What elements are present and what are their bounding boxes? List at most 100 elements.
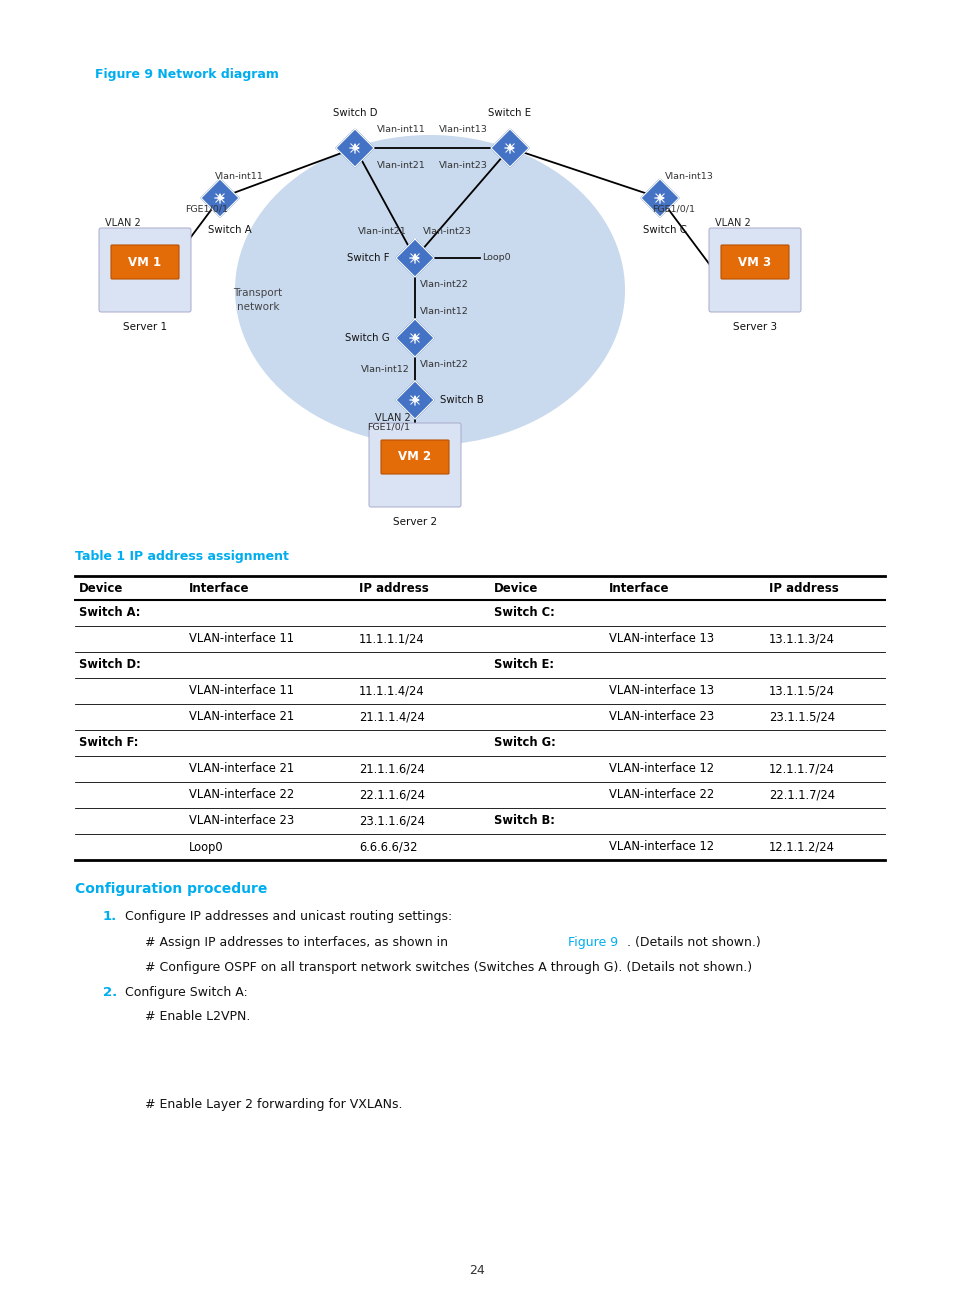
Text: # Enable Layer 2 forwarding for VXLANs.: # Enable Layer 2 forwarding for VXLANs. — [145, 1098, 402, 1111]
Text: Switch F:: Switch F: — [79, 736, 138, 749]
Text: Vlan-int13: Vlan-int13 — [664, 172, 713, 181]
Text: 23.1.1.6/24: 23.1.1.6/24 — [358, 814, 424, 828]
Polygon shape — [640, 179, 679, 216]
Text: Vlan-int11: Vlan-int11 — [376, 126, 425, 135]
Text: Vlan-int12: Vlan-int12 — [361, 364, 410, 373]
Text: VLAN 2: VLAN 2 — [714, 218, 750, 228]
Polygon shape — [335, 130, 374, 167]
Text: Loop0: Loop0 — [189, 841, 223, 854]
Text: Server 3: Server 3 — [732, 321, 777, 332]
Text: 23.1.1.5/24: 23.1.1.5/24 — [768, 710, 834, 723]
Text: Switch B: Switch B — [439, 395, 483, 404]
Text: VM 2: VM 2 — [398, 451, 431, 464]
Text: VLAN-interface 23: VLAN-interface 23 — [608, 710, 714, 723]
Polygon shape — [395, 238, 434, 277]
Text: Switch B:: Switch B: — [494, 814, 555, 828]
Text: Vlan-int13: Vlan-int13 — [438, 126, 488, 135]
Text: Switch G: Switch G — [345, 333, 390, 343]
Text: VLAN-interface 12: VLAN-interface 12 — [608, 762, 714, 775]
Text: VLAN-interface 13: VLAN-interface 13 — [608, 684, 714, 697]
Text: 21.1.1.6/24: 21.1.1.6/24 — [358, 762, 424, 775]
Text: VLAN-interface 22: VLAN-interface 22 — [189, 788, 294, 801]
Text: 22.1.1.6/24: 22.1.1.6/24 — [358, 788, 424, 801]
Text: VLAN-interface 23: VLAN-interface 23 — [189, 814, 294, 828]
Ellipse shape — [234, 135, 624, 445]
Text: Interface: Interface — [608, 582, 669, 595]
Text: VLAN 2: VLAN 2 — [375, 413, 411, 422]
Text: 11.1.1.4/24: 11.1.1.4/24 — [358, 684, 424, 697]
Text: Vlan-int12: Vlan-int12 — [419, 307, 468, 316]
Text: Vlan-int21: Vlan-int21 — [376, 162, 425, 171]
Text: IP address: IP address — [358, 582, 428, 595]
Text: Configure IP addresses and unicast routing settings:: Configure IP addresses and unicast routi… — [125, 910, 452, 923]
Text: Switch D:: Switch D: — [79, 658, 141, 671]
Text: VM 3: VM 3 — [738, 255, 771, 268]
Text: Switch C:: Switch C: — [494, 607, 554, 619]
Text: # Configure OSPF on all transport network switches (Switches A through G). (Deta: # Configure OSPF on all transport networ… — [145, 962, 751, 975]
Text: Configure Switch A:: Configure Switch A: — [125, 986, 248, 999]
Polygon shape — [395, 381, 434, 419]
Text: VLAN-interface 22: VLAN-interface 22 — [608, 788, 714, 801]
Text: Server 1: Server 1 — [123, 321, 167, 332]
Text: VLAN-interface 12: VLAN-interface 12 — [608, 841, 714, 854]
Text: Vlan-int11: Vlan-int11 — [214, 172, 263, 181]
Text: Vlan-int22: Vlan-int22 — [419, 280, 468, 289]
Text: VLAN 2: VLAN 2 — [105, 218, 141, 228]
FancyBboxPatch shape — [111, 245, 179, 279]
Text: 2.: 2. — [103, 986, 117, 999]
Text: 1.: 1. — [103, 910, 117, 923]
Polygon shape — [491, 130, 529, 167]
Text: Switch E: Switch E — [488, 108, 531, 118]
Text: 21.1.1.4/24: 21.1.1.4/24 — [358, 710, 424, 723]
Polygon shape — [395, 319, 434, 356]
Text: Server 2: Server 2 — [393, 517, 436, 527]
FancyBboxPatch shape — [720, 245, 788, 279]
Text: Switch E:: Switch E: — [494, 658, 554, 671]
Text: Figure 9: Figure 9 — [567, 936, 618, 949]
Text: 13.1.1.5/24: 13.1.1.5/24 — [768, 684, 834, 697]
Text: FGE1/0/1: FGE1/0/1 — [185, 203, 228, 213]
Text: Configuration procedure: Configuration procedure — [75, 883, 267, 896]
Text: Switch D: Switch D — [333, 108, 376, 118]
Text: Switch A: Switch A — [208, 226, 252, 235]
FancyBboxPatch shape — [380, 441, 449, 474]
Text: 13.1.1.3/24: 13.1.1.3/24 — [768, 632, 834, 645]
FancyBboxPatch shape — [99, 228, 191, 312]
Text: Switch G:: Switch G: — [494, 736, 556, 749]
FancyBboxPatch shape — [708, 228, 801, 312]
Text: Loop0: Loop0 — [481, 254, 510, 263]
Text: . (Details not shown.): . (Details not shown.) — [626, 936, 760, 949]
Text: # Assign IP addresses to interfaces, as shown in: # Assign IP addresses to interfaces, as … — [145, 936, 452, 949]
Polygon shape — [201, 179, 239, 216]
Text: VLAN-interface 13: VLAN-interface 13 — [608, 632, 714, 645]
Text: 12.1.1.2/24: 12.1.1.2/24 — [768, 841, 834, 854]
Text: Switch C: Switch C — [642, 226, 686, 235]
Text: Figure 9 Network diagram: Figure 9 Network diagram — [95, 67, 278, 80]
Text: 6.6.6.6/32: 6.6.6.6/32 — [358, 841, 417, 854]
Text: FGE1/0/1: FGE1/0/1 — [651, 203, 695, 213]
Text: IP address: IP address — [768, 582, 838, 595]
Text: FGE1/0/1: FGE1/0/1 — [367, 422, 410, 432]
Text: Device: Device — [494, 582, 537, 595]
Text: Switch A:: Switch A: — [79, 607, 140, 619]
Text: VM 1: VM 1 — [129, 255, 161, 268]
FancyBboxPatch shape — [369, 422, 460, 507]
Text: 22.1.1.7/24: 22.1.1.7/24 — [768, 788, 834, 801]
Text: Device: Device — [79, 582, 123, 595]
Text: VLAN-interface 21: VLAN-interface 21 — [189, 762, 294, 775]
Text: Interface: Interface — [189, 582, 250, 595]
Text: Transport
network: Transport network — [233, 289, 282, 311]
Text: Switch F: Switch F — [347, 253, 390, 263]
Text: Table 1 IP address assignment: Table 1 IP address assignment — [75, 550, 289, 562]
Text: Vlan-int23: Vlan-int23 — [422, 227, 472, 236]
Text: 11.1.1.1/24: 11.1.1.1/24 — [358, 632, 424, 645]
Text: VLAN-interface 11: VLAN-interface 11 — [189, 684, 294, 697]
Text: 24: 24 — [469, 1264, 484, 1277]
Text: Vlan-int21: Vlan-int21 — [358, 227, 407, 236]
Text: # Enable L2VPN.: # Enable L2VPN. — [145, 1010, 250, 1023]
Text: Vlan-int22: Vlan-int22 — [419, 360, 468, 369]
Text: 12.1.1.7/24: 12.1.1.7/24 — [768, 762, 834, 775]
Text: VLAN-interface 11: VLAN-interface 11 — [189, 632, 294, 645]
Text: Vlan-int23: Vlan-int23 — [438, 162, 488, 171]
Text: VLAN-interface 21: VLAN-interface 21 — [189, 710, 294, 723]
